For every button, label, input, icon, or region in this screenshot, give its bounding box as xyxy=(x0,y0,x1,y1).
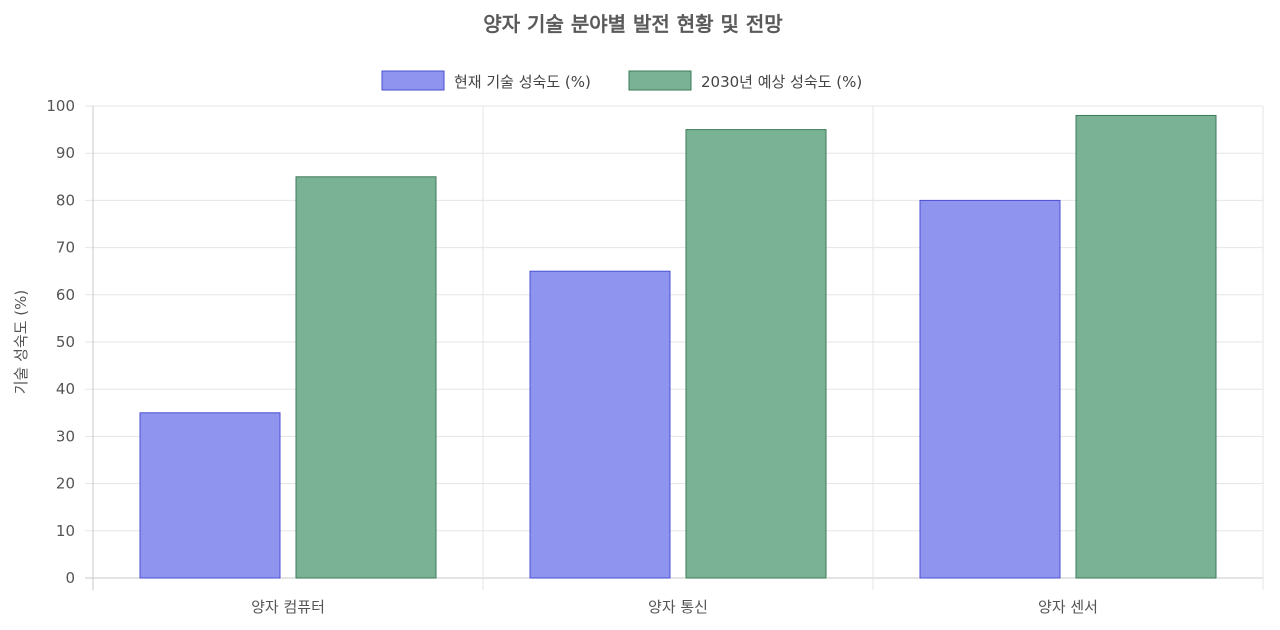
bar-forecast[interactable] xyxy=(685,129,827,579)
legend-label[interactable]: 현재 기술 성숙도 (%) xyxy=(454,73,591,91)
legend-label[interactable]: 2030년 예상 성숙도 (%) xyxy=(701,73,862,91)
legend: 현재 기술 성숙도 (%) 2030년 예상 성숙도 (%) xyxy=(381,70,862,91)
legend-swatch[interactable] xyxy=(628,70,692,91)
bar-current[interactable] xyxy=(919,199,1061,579)
legend-swatch[interactable] xyxy=(381,70,445,91)
y-tick-label: 30 xyxy=(56,427,75,445)
x-axis: 양자 컴퓨터 양자 통신 양자 센서 xyxy=(251,598,1098,616)
y-tick-label: 10 xyxy=(56,522,75,540)
y-axis-title: 기술 성숙도 (%) xyxy=(12,290,30,395)
bar-current[interactable] xyxy=(139,412,281,579)
y-axis: 0 10 20 30 40 50 60 70 80 90 100 xyxy=(46,97,75,587)
y-tick-label: 90 xyxy=(56,144,75,162)
y-tick-label: 70 xyxy=(56,239,75,257)
y-tick-label: 80 xyxy=(56,191,75,209)
bar-forecast[interactable] xyxy=(295,176,437,579)
x-tick-label: 양자 통신 xyxy=(648,598,708,616)
bar-forecast[interactable] xyxy=(1075,114,1217,579)
bar-current[interactable] xyxy=(529,270,671,579)
y-tick-label: 100 xyxy=(46,97,75,115)
chart-title: 양자 기술 분야별 발전 현황 및 전망 xyxy=(483,12,783,36)
y-tick-label: 60 xyxy=(56,286,75,304)
x-tick-label: 양자 센서 xyxy=(1038,598,1098,616)
bars xyxy=(139,114,1217,579)
y-tick-label: 20 xyxy=(56,475,75,493)
y-tick-label: 50 xyxy=(56,333,75,351)
y-tick-label: 40 xyxy=(56,380,75,398)
x-tick-label: 양자 컴퓨터 xyxy=(251,598,325,616)
grid xyxy=(85,105,1264,590)
y-tick-label: 0 xyxy=(65,569,75,587)
